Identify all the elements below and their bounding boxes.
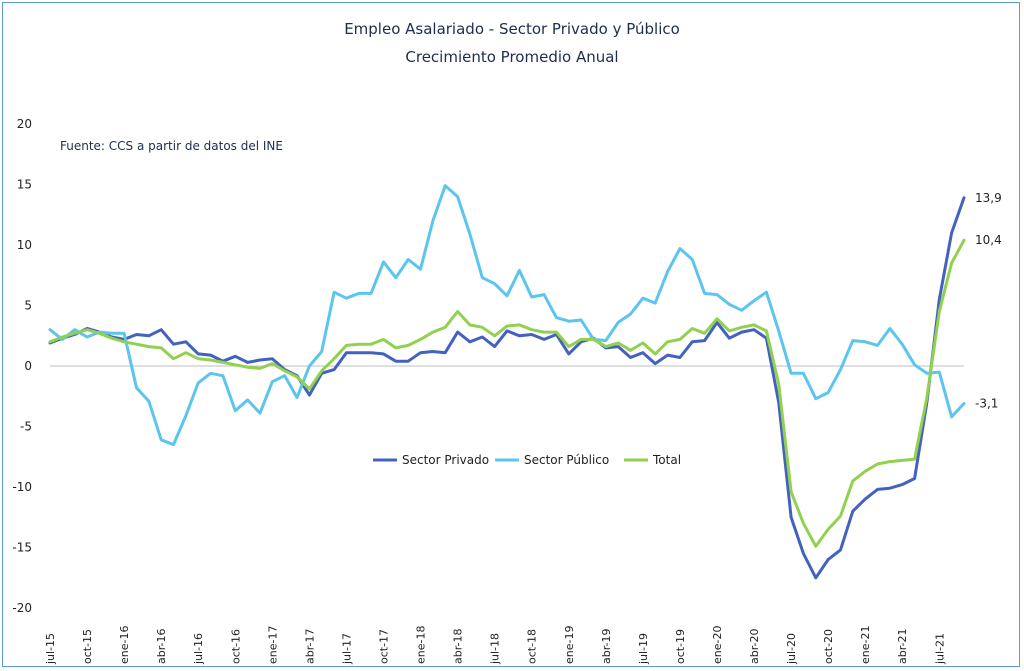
end-value-label: 13,9	[975, 191, 1002, 205]
y-tick-label: 5	[24, 299, 32, 313]
x-tick-label: ene-19	[563, 626, 576, 664]
y-tick-label: -15	[12, 541, 32, 555]
x-tick-label: ene-18	[415, 626, 428, 664]
x-tick-label: oct-15	[81, 629, 94, 664]
y-tick-label: -5	[20, 420, 32, 434]
series-line-sector-privado	[48, 196, 966, 580]
legend-label: Sector Privado	[402, 453, 489, 467]
legend: Sector Privado Sector Público Total	[373, 453, 681, 467]
x-tick-label: oct-18	[526, 629, 539, 664]
x-tick-label: ene-20	[711, 626, 724, 664]
chart-subtitle: Crecimiento Promedio Anual	[405, 48, 619, 66]
x-tick-label: abr-20	[748, 628, 761, 664]
x-tick-label: jul-18	[489, 633, 502, 665]
x-tick-label: abr-17	[303, 628, 316, 664]
series-line-sector-publico	[48, 184, 966, 447]
x-tick-label: jul-16	[192, 633, 205, 665]
y-tick-label: -20	[12, 601, 32, 615]
x-tick-label: abr-16	[155, 628, 168, 664]
y-tick-label: -10	[12, 480, 32, 494]
x-tick-label: jul-20	[785, 633, 798, 665]
x-tick-label: abr-21	[896, 628, 909, 664]
x-tick-label: jul-15	[44, 633, 57, 665]
y-tick-label: 15	[17, 178, 32, 192]
x-tick-label: oct-20	[822, 629, 835, 664]
x-tick-label: jul-21	[933, 633, 946, 665]
chart-title: Empleo Asalariado - Sector Privado y Púb…	[344, 20, 680, 38]
x-tick-label: ene-16	[118, 626, 131, 664]
legend-label: Total	[652, 453, 681, 467]
y-tick-label: 10	[17, 238, 32, 252]
y-tick-label: 0	[24, 359, 32, 373]
y-axis: 20 15 10 5 0 -5 -10 -15 -20	[12, 117, 32, 615]
x-tick-label: ene-17	[266, 626, 279, 664]
x-tick-label: oct-17	[377, 629, 390, 664]
x-axis: jul-15 oct-15 ene-16 abr-16 jul-16 oct-16 ene-…	[44, 365, 964, 665]
end-value-label: -3,1	[975, 397, 998, 411]
y-tick-label: 20	[17, 117, 32, 131]
end-value-label: 10,4	[975, 233, 1002, 247]
series-layer	[48, 184, 966, 580]
x-tick-label: ene-21	[859, 626, 872, 664]
x-tick-label: abr-18	[452, 628, 465, 664]
x-tick-label: abr-19	[600, 628, 613, 664]
series-line-total	[48, 238, 966, 548]
end-labels: 13,9 10,4 -3,1	[975, 191, 1002, 411]
source-note: Fuente: CCS a partir de datos del INE	[60, 139, 283, 153]
x-tick-label: jul-17	[340, 633, 353, 665]
legend-label: Sector Público	[524, 453, 609, 467]
x-tick-label: oct-16	[229, 629, 242, 664]
x-tick-label: oct-19	[674, 629, 687, 664]
x-tick-label: jul-19	[637, 633, 650, 665]
